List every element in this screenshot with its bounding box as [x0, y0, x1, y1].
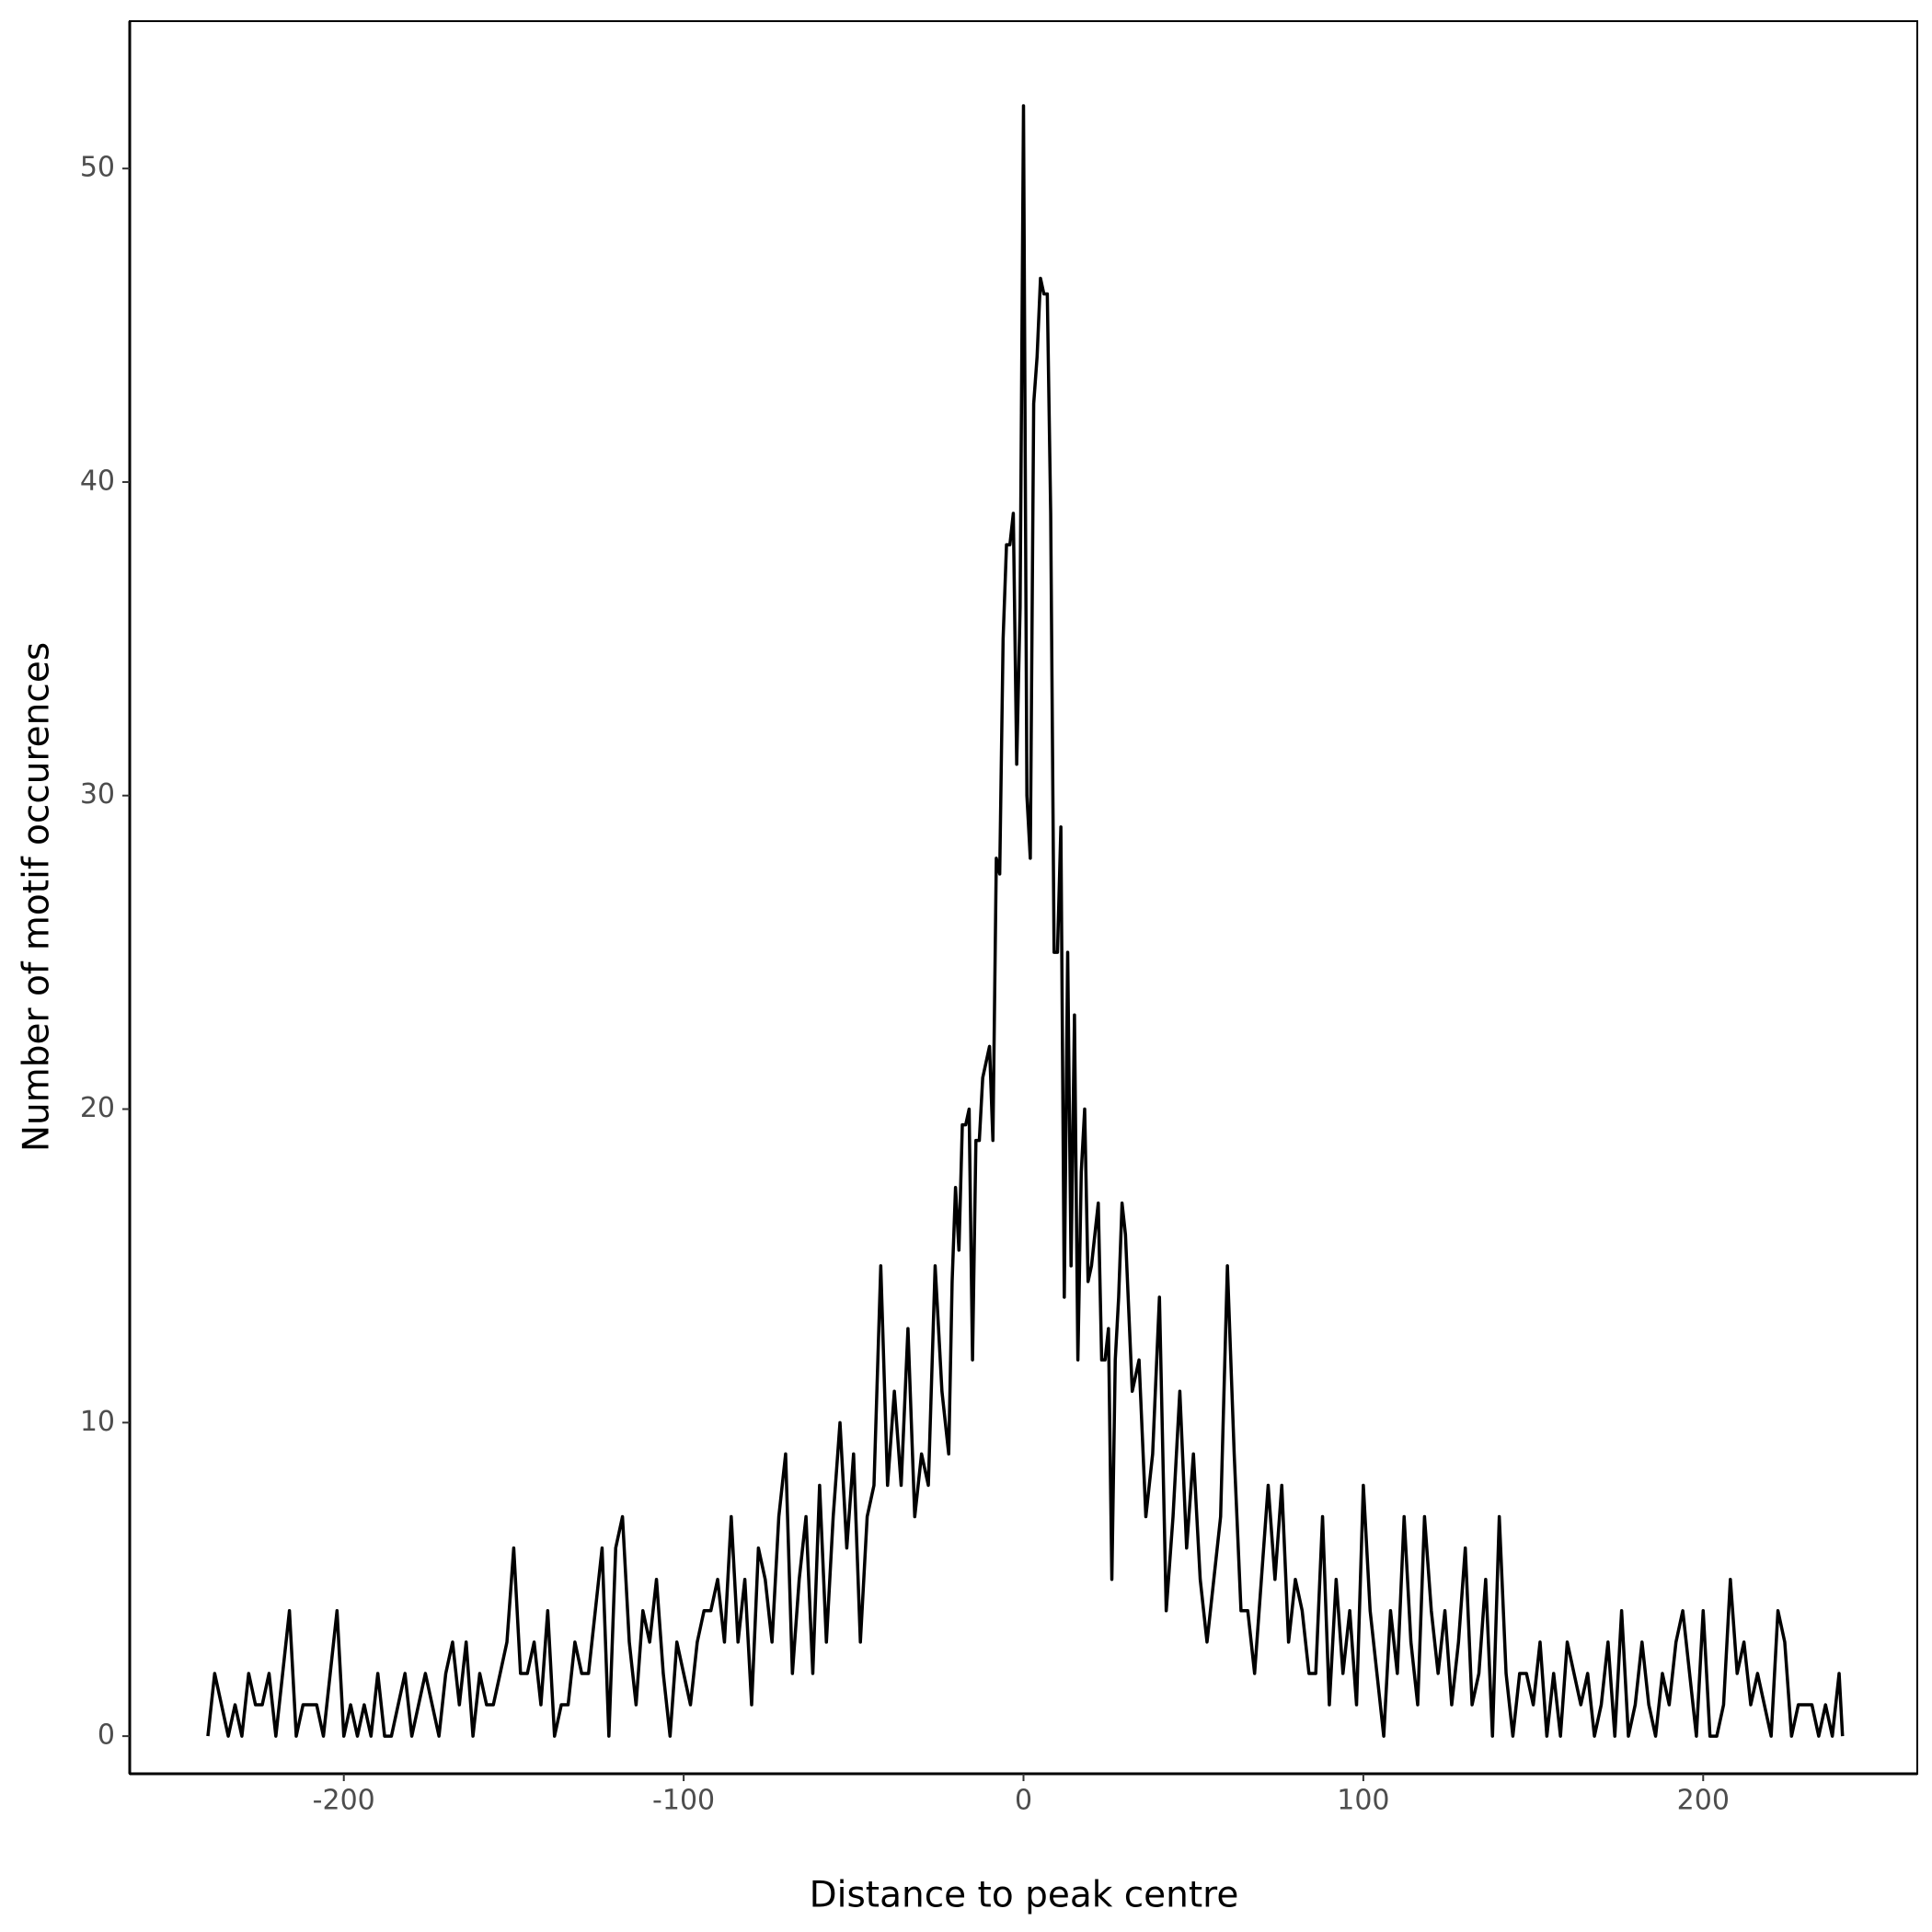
y-tick-label: 0: [98, 1719, 115, 1752]
x-tick-label: 200: [1677, 1785, 1730, 1817]
y-tick-label: 30: [80, 778, 115, 811]
x-axis-label: Distance to peak centre: [810, 1875, 1239, 1916]
x-tick-label: 0: [1015, 1785, 1032, 1817]
y-axis-label: Number of motif occurences: [17, 642, 58, 1152]
y-tick-label: 40: [80, 465, 115, 497]
y-tick-label: 20: [80, 1092, 115, 1124]
x-tick-label: -200: [313, 1785, 375, 1817]
y-tick-label: 50: [80, 152, 115, 184]
data-line: [206, 104, 1845, 1738]
x-tick-label: -100: [652, 1785, 715, 1817]
y-tick-label: 10: [80, 1406, 115, 1438]
x-tick-label: 100: [1337, 1785, 1389, 1817]
